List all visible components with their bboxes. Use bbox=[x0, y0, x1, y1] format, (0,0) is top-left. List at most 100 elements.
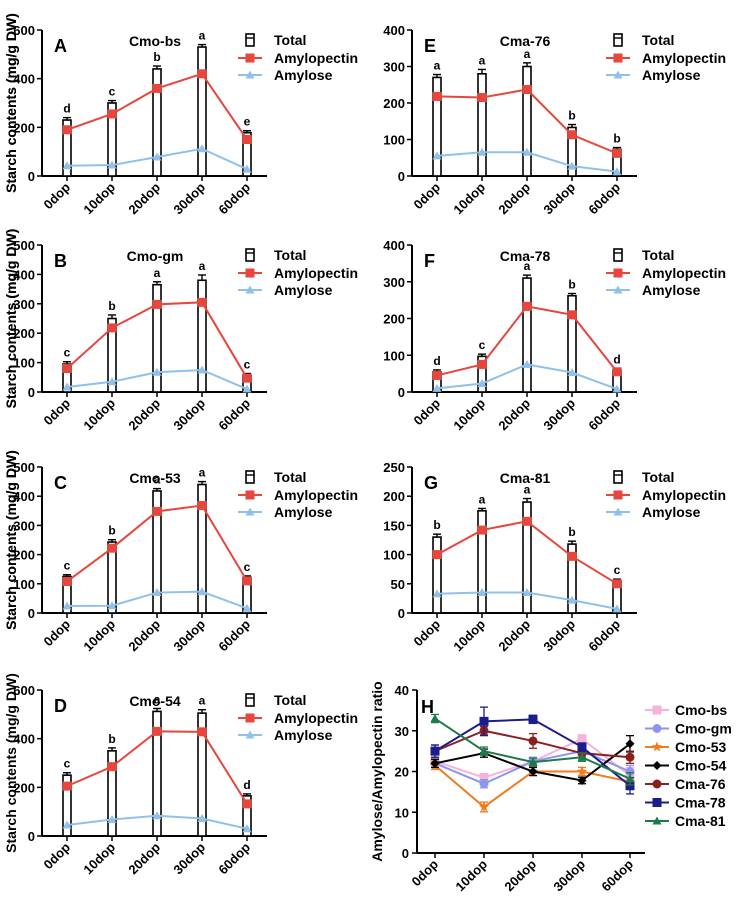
amylopectin-point bbox=[197, 297, 207, 307]
legend-amylose-marker bbox=[245, 507, 255, 516]
amylose-point bbox=[477, 588, 487, 597]
data-point bbox=[479, 773, 489, 783]
data-point bbox=[625, 767, 635, 776]
x-tick-label: 10dop bbox=[80, 616, 118, 654]
legend-amylose-label: Amylose bbox=[274, 282, 333, 298]
y-tick-label: 600 bbox=[13, 23, 35, 38]
y-tick-label: 400 bbox=[13, 72, 35, 87]
y-tick-label: 0 bbox=[402, 846, 409, 861]
significance-letter: c bbox=[614, 563, 621, 577]
legend-total-swatch bbox=[245, 33, 255, 47]
significance-letter: c bbox=[64, 346, 71, 360]
bar-total bbox=[432, 536, 442, 614]
y-tick-label: 100 bbox=[13, 356, 35, 371]
x-tick-label: 10dop bbox=[450, 395, 488, 433]
x-tick-label: 30dop bbox=[170, 839, 208, 877]
y-tick-label: 50 bbox=[391, 577, 405, 592]
y-axis-title: Starch contents (mg/g DW) bbox=[3, 450, 19, 630]
x-tick-label: 20dop bbox=[125, 179, 163, 217]
amylose-point bbox=[62, 820, 72, 829]
y-tick-label: 400 bbox=[13, 489, 35, 504]
amylopectin-point bbox=[62, 363, 72, 373]
x-tick-label: 0dop bbox=[411, 179, 444, 212]
y-tick-label: 40 bbox=[395, 683, 409, 698]
legend-amylose-label: Amylose bbox=[274, 504, 333, 520]
significance-letter: b bbox=[568, 109, 575, 123]
legend-total-swatch bbox=[245, 693, 255, 707]
panel-letter: F bbox=[424, 251, 435, 271]
panel-d: 0 200 400 600 0dop 10dop 20dop 30dop 60dop D Cmo-5… bbox=[13, 683, 358, 877]
panel-letter: E bbox=[424, 36, 436, 56]
panel-b: 0 100 200 300 400 500 0dop 10dop 20dop 30dop 60dop… bbox=[13, 238, 358, 433]
x-tick-label: 30dop bbox=[170, 179, 208, 217]
amylopectin-point bbox=[107, 762, 117, 772]
y-tick-label: 200 bbox=[13, 120, 35, 135]
amylopectin-point bbox=[152, 506, 162, 516]
y-tick-label: 0 bbox=[28, 385, 35, 400]
significance-letter: c bbox=[64, 757, 71, 771]
legend-total-label: Total bbox=[274, 247, 306, 263]
significance-letter: a bbox=[199, 29, 206, 43]
x-tick-label: 30dop bbox=[540, 179, 578, 217]
legend-amylose-marker bbox=[245, 730, 255, 739]
legend-marker bbox=[652, 724, 662, 733]
amylose-point bbox=[612, 384, 622, 393]
amylopectin-point bbox=[242, 576, 252, 586]
amylose-point bbox=[197, 587, 207, 596]
data-point bbox=[528, 767, 538, 776]
data-point bbox=[528, 757, 538, 766]
legend-label: Cma-76 bbox=[675, 776, 726, 792]
data-point bbox=[528, 714, 538, 724]
panel-h: 0 10 20 30 40 0dop 10dop 20dop 30dop 60dop H Cmo-bs… bbox=[395, 683, 732, 894]
amylopectin-point bbox=[567, 310, 577, 320]
data-point bbox=[528, 736, 538, 746]
panel-c: 0 100 200 300 400 500 0dop 10dop 20dop 30dop 60dop… bbox=[13, 460, 358, 654]
x-tick-label: 20dop bbox=[125, 616, 163, 654]
amylopectin-point bbox=[242, 799, 252, 809]
significance-letter: a bbox=[154, 266, 161, 280]
data-point bbox=[430, 746, 440, 756]
data-point bbox=[577, 775, 587, 785]
significance-letter: d bbox=[243, 778, 250, 792]
amylose-point bbox=[567, 161, 577, 170]
significance-letter: c bbox=[109, 85, 116, 99]
y-tick-label: 400 bbox=[13, 732, 35, 747]
y-axis-title: Starch contents (mg/g DW) bbox=[3, 13, 19, 193]
amylose-point bbox=[432, 151, 442, 160]
legend-total-swatch bbox=[245, 470, 255, 484]
amylose-point bbox=[107, 377, 117, 386]
x-tick-label: 60dop bbox=[215, 179, 253, 217]
x-tick-label: 10dop bbox=[80, 395, 118, 433]
x-tick-label: 10dop bbox=[450, 179, 488, 217]
y-tick-label: 0 bbox=[398, 169, 405, 184]
amylose-point bbox=[152, 367, 162, 376]
amylopectin-point bbox=[62, 781, 72, 791]
legend-label: Cma-81 bbox=[675, 813, 726, 829]
x-tick-label: 60dop bbox=[215, 395, 253, 433]
amylose-point bbox=[197, 365, 207, 374]
panel-g: 0 50 100 150 200 250 0dop 10dop 20dop 30dop 60dop G… bbox=[383, 460, 726, 654]
legend-label: Cmo-53 bbox=[675, 739, 727, 755]
y-tick-label: 150 bbox=[383, 518, 405, 533]
x-tick-label: 30dop bbox=[550, 856, 588, 894]
legend-amylopectin-marker bbox=[245, 268, 255, 278]
x-tick-label: 10dop bbox=[80, 179, 118, 217]
legend-total-label: Total bbox=[274, 469, 306, 485]
amylopectin-point bbox=[432, 91, 442, 101]
amylopectin-point bbox=[107, 109, 117, 119]
amylopectin-point bbox=[477, 359, 487, 369]
panel-letter: G bbox=[424, 473, 438, 493]
legend-amylopectin-label: Amylopectin bbox=[274, 710, 358, 726]
x-tick-label: 60dop bbox=[215, 839, 253, 877]
panel-e: 0 100 200 300 400 0dop 10dop 20dop 30dop 60dop E Cm… bbox=[383, 23, 726, 217]
amylose-point bbox=[107, 601, 117, 610]
y-axis-title: Starch contents (mg/g DW) bbox=[3, 450, 19, 630]
y-tick-label: 100 bbox=[383, 348, 405, 363]
legend-marker bbox=[652, 705, 662, 715]
amylose-point bbox=[477, 379, 487, 388]
significance-letter: e bbox=[244, 115, 251, 129]
legend-label: Cma-78 bbox=[675, 795, 726, 811]
legend-amylose-label: Amylose bbox=[274, 67, 333, 83]
x-tick-label: 20dop bbox=[501, 856, 539, 894]
panel-title: Cma-81 bbox=[500, 470, 551, 486]
